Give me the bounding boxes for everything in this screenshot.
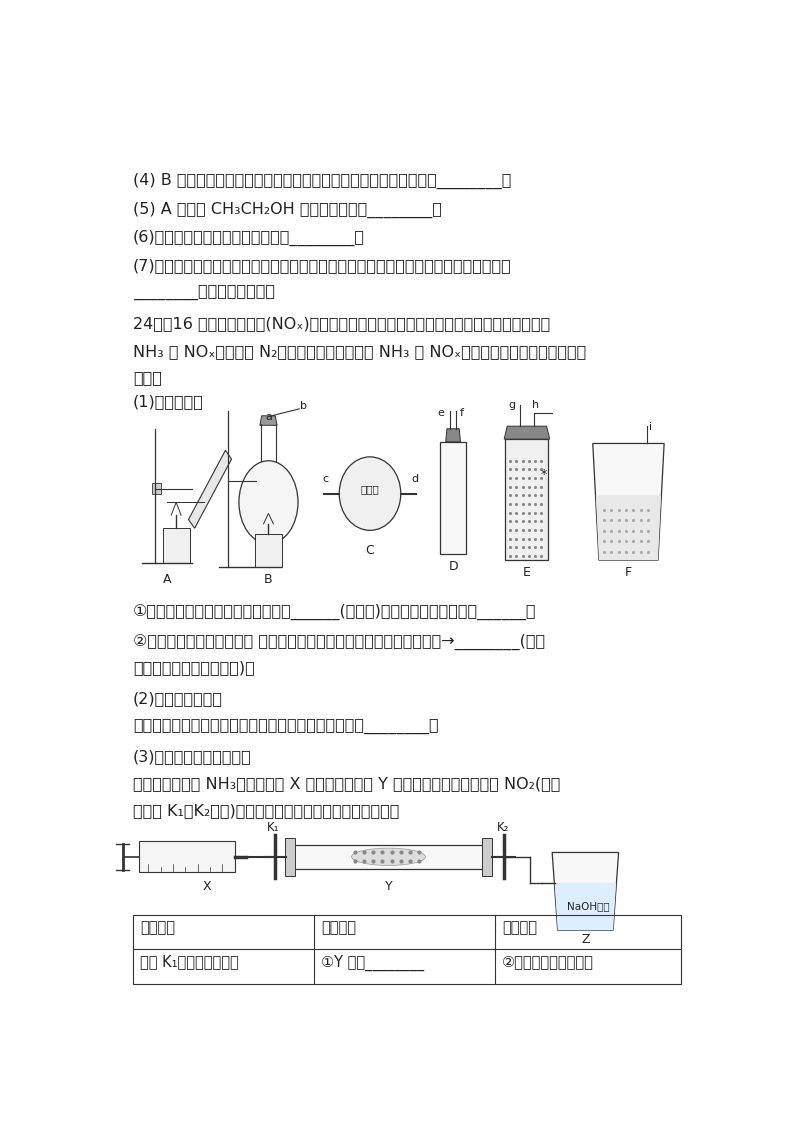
Ellipse shape	[352, 848, 426, 866]
Text: K₁: K₁	[268, 821, 279, 834]
Text: X: X	[202, 879, 211, 893]
Text: g: g	[508, 400, 515, 410]
Text: h: h	[532, 400, 539, 410]
Text: A: A	[163, 573, 172, 586]
Text: 流方向，用小写字母表示)。: 流方向，用小写字母表示)。	[133, 660, 255, 676]
Polygon shape	[504, 426, 549, 439]
Text: ①Y 管中________: ①Y 管中________	[322, 955, 424, 970]
Ellipse shape	[339, 457, 401, 530]
Text: c: c	[322, 474, 328, 484]
Text: 实验现象: 实验现象	[322, 920, 357, 935]
Text: ②欲收集一瓶干燥的氨气， 选择上图中的装置，其连接顺序：发生装置→________(按气: ②欲收集一瓶干燥的氨气， 选择上图中的装置，其连接顺序：发生装置→_______…	[133, 633, 545, 650]
Text: 操作步骤: 操作步骤	[141, 920, 175, 935]
Polygon shape	[554, 883, 616, 930]
Bar	[152, 483, 160, 494]
Bar	[505, 439, 549, 560]
Text: d: d	[412, 474, 419, 484]
Text: (6)生成丙烯酸乙酵的化学方程式为________。: (6)生成丙烯酸乙酵的化学方程式为________。	[133, 230, 365, 246]
Text: (4) B 是一种常见的高分子化合物，可做食品包装袋，其结构简式为________。: (4) B 是一种常见的高分子化合物，可做食品包装袋，其结构简式为_______…	[133, 173, 511, 189]
Text: 打开 K₁，推动注射器活: 打开 K₁，推动注射器活	[141, 955, 239, 969]
Text: C: C	[365, 545, 375, 557]
Text: 将上述收集到的 NH₃充入注射器 X 中，硬质玻璃管 Y 中加入少量傅化剂，充入 NO₂(两端: 将上述收集到的 NH₃充入注射器 X 中，硬质玻璃管 Y 中加入少量傅化剂，充入…	[133, 776, 561, 792]
Text: i: i	[649, 422, 652, 432]
Polygon shape	[552, 852, 619, 930]
Text: 二氧化氮可以用铜和浓碘酸制备，反应的化学方程式为________。: 二氧化氮可以用铜和浓碘酸制备，反应的化学方程式为________。	[133, 719, 439, 733]
Bar	[290, 844, 487, 869]
Text: NaOH溶液: NaOH溶液	[567, 901, 610, 911]
Bar	[285, 838, 295, 876]
Text: 24．（16 分）氮的氧化物(NOₓ)是大气污染物之一，工业上在一定温度和傅化剂条件下用: 24．（16 分）氮的氧化物(NOₓ)是大气污染物之一，工业上在一定温度和傅化剂…	[133, 317, 550, 331]
Text: f: f	[459, 408, 463, 418]
Bar	[253, 472, 259, 485]
Bar	[139, 841, 235, 873]
Text: (1)氨气的制备: (1)氨气的制备	[133, 394, 204, 409]
Text: K₂: K₂	[497, 821, 509, 834]
Text: a: a	[265, 412, 272, 422]
Text: 问题：: 问题：	[133, 369, 162, 385]
Text: 解释原因: 解释原因	[502, 920, 537, 935]
Polygon shape	[188, 450, 232, 528]
Text: *: *	[541, 468, 547, 481]
Polygon shape	[593, 444, 664, 560]
Polygon shape	[260, 416, 277, 426]
Text: 碱石灰: 碱石灰	[360, 484, 380, 494]
Text: (2)二氧化氮的制备: (2)二氧化氮的制备	[133, 691, 223, 705]
Text: 用夹子 K₁、K₂夹好)。在一定温度下按下图装置进行实验。: 用夹子 K₁、K₂夹好)。在一定温度下按下图装置进行实验。	[133, 803, 399, 819]
Text: (3)氨气与二氧化氮的反应: (3)氨气与二氧化氮的反应	[133, 749, 252, 764]
Text: NH₃ 将 NOₓ还原生成 N₂，某同学在实验室中对 NH₃ 与 NOₓ的反应进行了探究。回答下列: NH₃ 将 NOₓ还原生成 N₂，某同学在实验室中对 NH₃ 与 NOₓ的反应进…	[133, 344, 586, 359]
Polygon shape	[445, 429, 461, 441]
Text: e: e	[437, 408, 444, 418]
Text: ②反应的化学方程式为: ②反应的化学方程式为	[502, 955, 594, 969]
Polygon shape	[596, 495, 661, 560]
Text: (5) A 转化为 CH₃CH₂OH 的化学方程式为________。: (5) A 转化为 CH₃CH₂OH 的化学方程式为________。	[133, 201, 442, 218]
Bar	[163, 528, 190, 563]
Text: ①氨气的发生装置可以选择上图中的______(填字母)，反应的化学方程式为______。: ①氨气的发生装置可以选择上图中的______(填字母)，反应的化学方程式为___…	[133, 603, 537, 620]
Text: D: D	[449, 559, 458, 573]
Bar	[482, 838, 491, 876]
Text: b: b	[300, 401, 307, 411]
Text: ________溶液洗涤后分液。: ________溶液洗涤后分液。	[133, 285, 275, 301]
Text: B: B	[264, 573, 273, 586]
Text: F: F	[625, 566, 632, 578]
Bar	[440, 441, 466, 554]
Text: Y: Y	[384, 879, 392, 893]
Circle shape	[239, 460, 298, 544]
Bar	[133, 915, 680, 984]
Bar	[255, 535, 282, 567]
Text: (7)实验室模拟制出丙烯酸乙酵后，要除去混在丙烯酸乙酵中的丙烯酸，可加入过量饱和: (7)实验室模拟制出丙烯酸乙酵后，要除去混在丙烯酸乙酵中的丙烯酸，可加入过量饱和	[133, 258, 512, 273]
Text: E: E	[523, 566, 531, 578]
Text: Z: Z	[581, 933, 590, 947]
